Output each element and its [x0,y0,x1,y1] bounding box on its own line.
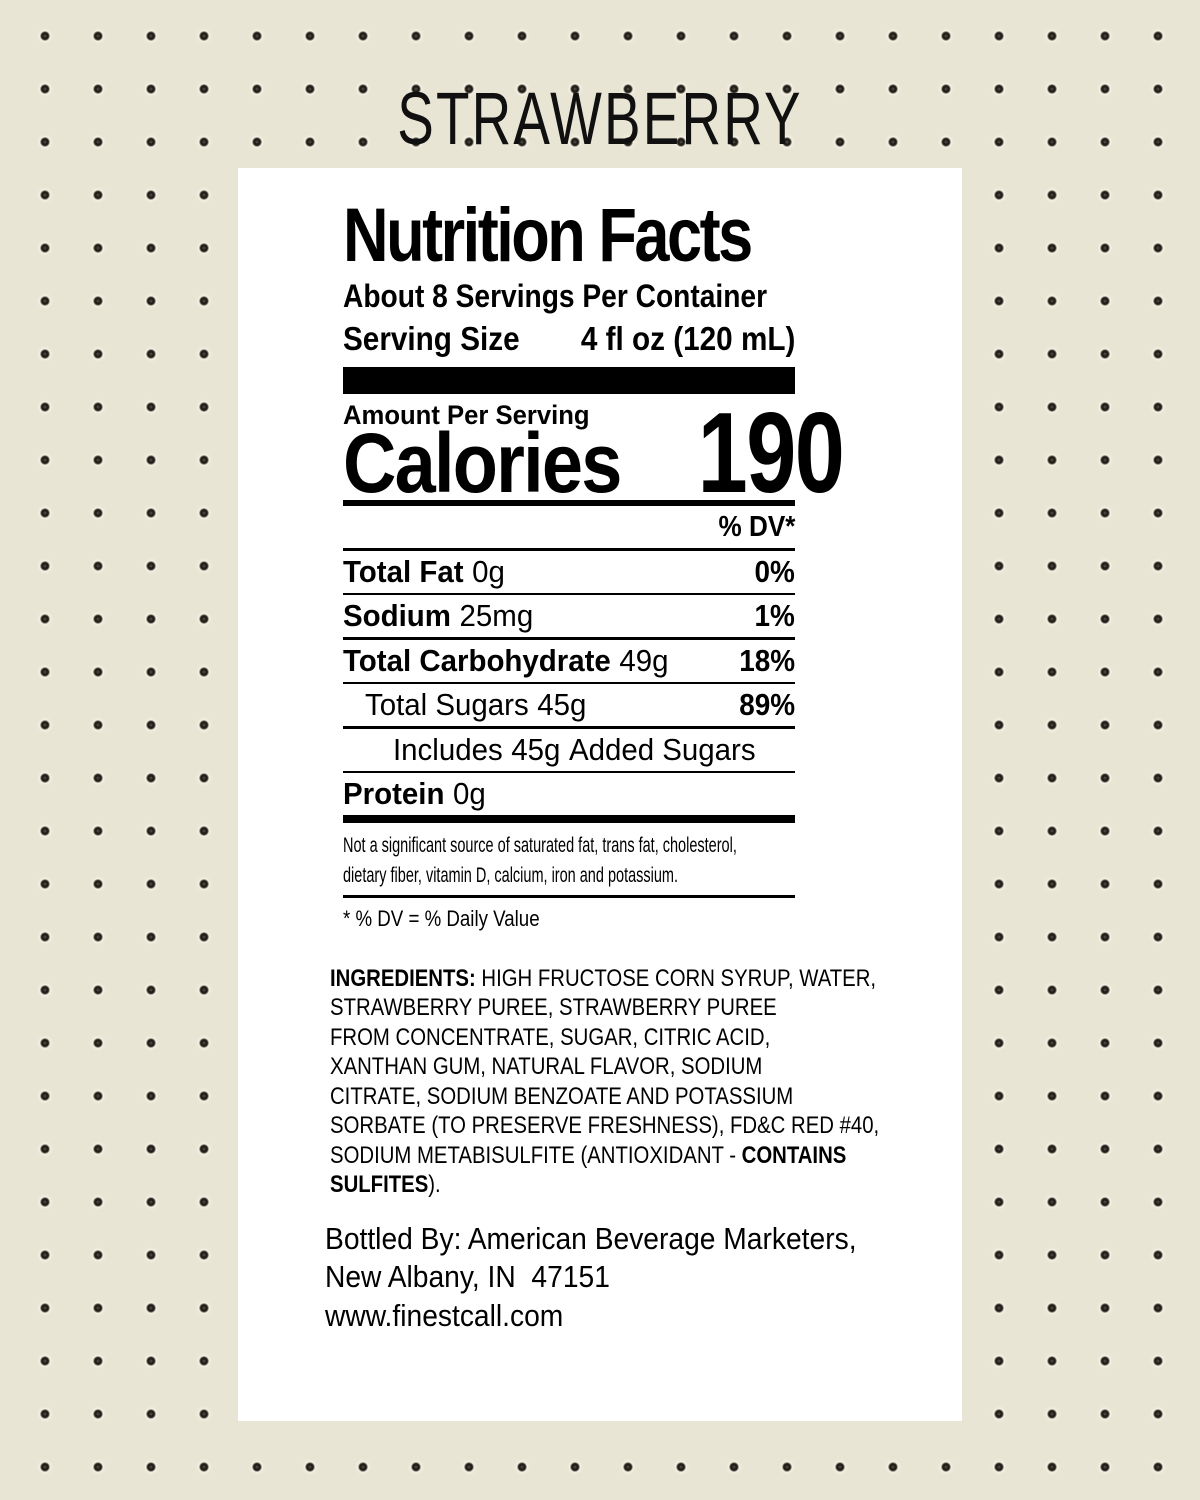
nutrition-facts-title: Nutrition Facts [343,193,795,278]
ingredients-text: HIGH FRUCTOSE CORN SYRUP, WATER, [475,964,877,992]
ingredients-text: SORBATE (TO PRESERVE FRESHNESS), FD&C RE… [330,1112,880,1139]
ingredients-text: STRAWBERRY PUREE, STRAWBERRY PUREE [330,994,777,1021]
nutrition-row: Includes 45g Added Sugars [343,729,795,771]
ingredients-bold-text: INGREDIENTS: [330,964,476,992]
nutrient-dv: 89% [739,687,795,722]
nutrient-amount: 25mg [459,598,534,633]
divider-thick-top [343,367,795,394]
servings-per-container-text: About 8 Servings Per Container [343,278,768,314]
ingredients-text: FROM CONCENTRATE, SUGAR, CITRIC ACID, [330,1023,771,1051]
nutrient-amount: 0g [472,553,505,589]
bottler-website: www.finestcall.com [325,1297,564,1333]
daily-value-header: % DV* [718,511,795,543]
divider-hairline [343,770,795,773]
footnote-line: dietary fiber, vitamin D, calcium, iron … [343,863,679,887]
ingredients: INGREDIENTS: HIGH FRUCTOSE CORN SYRUP, W… [330,964,903,1200]
nutrition-rows: Total Fat 0g 0% Sodium 25mg 1% Total Carbohydr… [343,548,795,815]
nutrient-dv: 0% [754,553,795,589]
divider-hairline [343,592,795,595]
divider-thick-bottom [343,815,795,823]
bottler-line2: New Albany, IN 47151 [325,1259,610,1294]
divider-medium [343,500,795,506]
nutrient-name: Includes [393,731,503,767]
amount-per-serving-label: Amount Per Serving [343,400,590,430]
divider-hairline [343,681,795,684]
footnote-line: Not a significant source of saturated fa… [343,834,737,857]
nutrient-amount: 49g [619,642,669,678]
nutrient-dv: 18% [739,642,795,678]
nutrient-name-amount: Total Carbohydrate 49g [343,644,669,677]
ingredients-bold-text: CONTAINS [741,1141,847,1169]
nutrient-name-amount: Includes 45g Added Sugars [393,733,756,766]
nutrient-name-amount: Total Fat 0g [343,555,505,588]
nutrient-suffix: Added Sugars [568,731,756,767]
nutrient-name: Protein [343,776,445,811]
nutrient-name-amount: Protein 0g [343,777,486,810]
nutrient-amount: 45g [537,687,587,722]
nutrient-name: Total Fat [343,553,464,589]
divider-hairline [343,895,795,898]
nutrient-name: Total Carbohydrate [343,642,611,678]
nutrient-amount: 45g [511,731,561,767]
servings-per-container: About 8 Servings Per Container [343,279,795,314]
bottler-info: Bottled By: American Beverage Marketers,… [325,1220,962,1336]
nutrient-amount: 0g [453,776,486,811]
nutrient-name-amount: Sodium 25mg [343,599,533,632]
calories-label: Calories [343,416,622,510]
ingredients-text: XANTHAN GUM, NATURAL FLAVOR, SODIUM [330,1053,763,1080]
serving-size-row: Serving Size 4 fl oz (120 mL) [343,320,795,357]
nutrition-row: Protein 0g [343,773,795,815]
nutrition-row: Total Fat 0g 0% [343,551,795,593]
nutrition-row: Total Sugars 45g 89% [343,684,795,726]
serving-size-value: 4 fl oz (120 mL) [580,320,795,357]
nutrient-name: Total Sugars [365,687,529,722]
footnote: Not a significant source of saturated fa… [343,831,812,890]
calories-value: 190 [697,390,844,517]
nutrient-name: Sodium [343,598,451,633]
nutrition-facts-title-text: Nutrition Facts [343,193,753,278]
calories-row: Amount Per Serving Calories 190 [343,394,844,511]
flavor-title: STRAWBERRY [397,77,803,160]
daily-value-note: * % DV = % Daily Value [343,905,540,931]
divider-hairline [343,637,795,640]
bottler-line1: Bottled By: American Beverage Marketers, [325,1220,857,1256]
ingredients-text: CITRATE, SODIUM BENZOATE AND POTASSIUM [330,1082,794,1110]
nutrition-facts-box: Nutrition Facts About 8 Servings Per Con… [343,193,844,934]
ingredients-text: ). [428,1171,441,1198]
ingredients-bold-text: SULFITES [330,1171,429,1198]
nutrition-row: Total Carbohydrate 49g 18% [343,640,795,682]
divider-hairline [343,548,795,551]
divider-hairline [343,726,795,729]
nutrient-name-amount: Total Sugars 45g [365,688,586,721]
serving-size-label: Serving Size [343,320,520,357]
nutrient-dv: 1% [754,598,795,633]
nutrition-label-panel: Nutrition Facts About 8 Servings Per Con… [238,168,962,1421]
calories-left-column: Amount Per Serving Calories [343,400,659,510]
nutrition-row: Sodium 25mg 1% [343,595,795,637]
ingredients-text: SODIUM METABISULFITE (ANTIOXIDANT - [330,1141,742,1169]
